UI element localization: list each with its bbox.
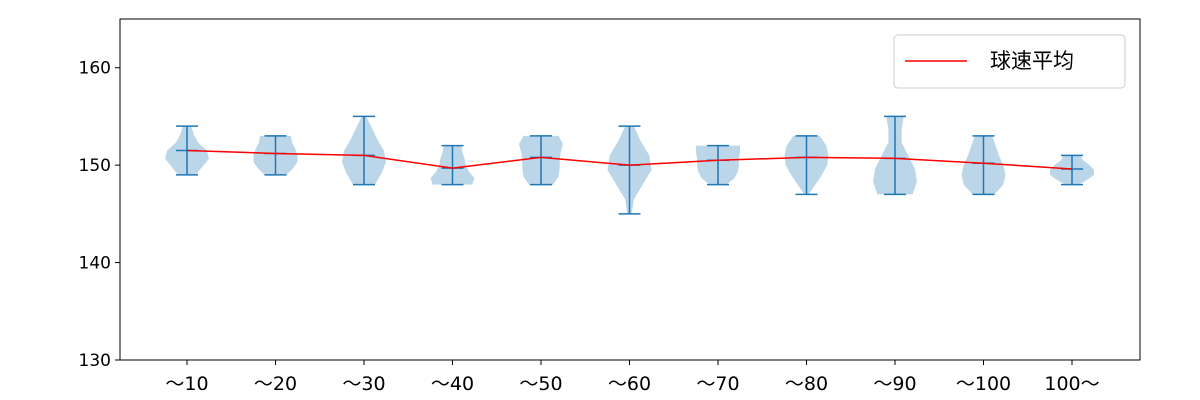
x-tick-label: ～100: [956, 373, 1011, 395]
x-tick-label: ～20: [254, 373, 297, 395]
x-axis: ～10 ～20 ～30 ～40 ～50 ～60 ～70 ～80 ～90 ～100 100～: [165, 360, 1100, 395]
x-tick-label: ～10: [165, 373, 208, 395]
y-tick-label: 140: [79, 254, 111, 274]
y-tick-label: 130: [79, 351, 111, 371]
legend-box: [893, 34, 1126, 89]
y-axis: 130 140 150 160: [79, 59, 120, 371]
x-tick-label: ～60: [608, 373, 651, 395]
violins: [165, 115, 1094, 215]
mean-line-group: [186, 149, 1073, 170]
x-tick-label: ～70: [696, 373, 739, 395]
x-tick-label: ～40: [431, 373, 474, 395]
x-tick-label: ～30: [342, 373, 385, 395]
mean-line: [186, 149, 1073, 170]
x-tick-label: ～50: [519, 373, 562, 395]
y-tick-label: 150: [79, 156, 111, 176]
legend-label: 球速平均: [990, 49, 1074, 73]
x-tick-label: ～80: [785, 373, 828, 395]
legend: 球速平均: [893, 34, 1126, 89]
x-tick-label: ～90: [873, 373, 916, 395]
y-tick-label: 160: [79, 59, 111, 79]
x-tick-label: 100～: [1044, 373, 1099, 395]
